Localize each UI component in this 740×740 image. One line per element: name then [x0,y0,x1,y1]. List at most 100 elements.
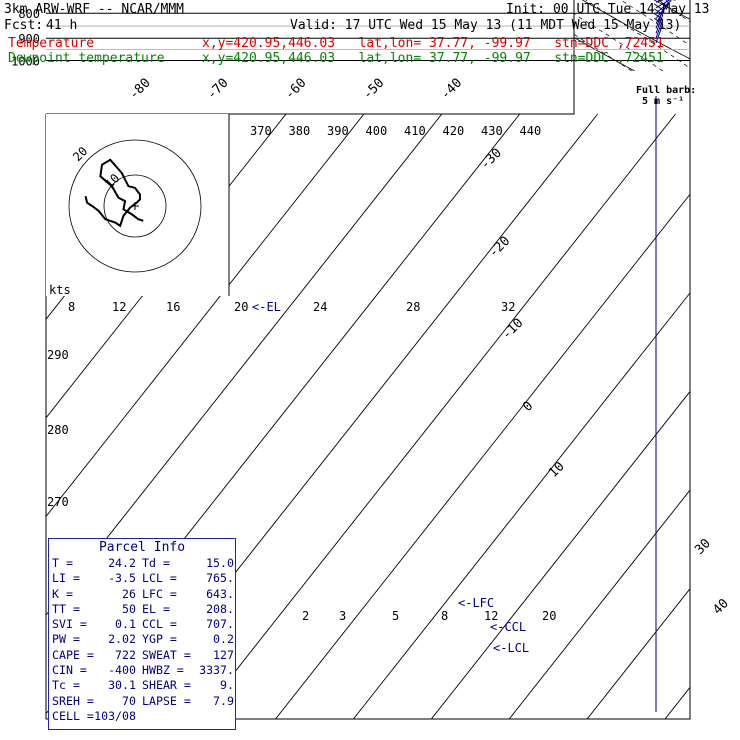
isotherm-label: -70 [204,76,231,103]
parcel-key [140,709,190,724]
fcst-label: Fcst: [4,18,44,33]
wind-barb-feather [654,3,664,11]
parcel-info-title: Parcel Info [98,540,186,555]
dewpoint-location-info: x,y=420.95,446.03 lat,lon= 37.77, -99.97… [202,51,664,66]
pressure-label: 1000 [11,55,40,69]
isotherm [508,113,690,720]
parcel-value: 707. [206,617,234,632]
parcel-key: K = [52,586,73,601]
parcel-key: SHEAR = [142,678,191,693]
mixing-ratio-label: 12 [484,609,498,623]
diagram-frame [45,0,691,720]
wind-barb-feather [654,13,664,20]
parcel-key: LI = [52,571,80,586]
parcel-value [190,709,234,724]
parcel-value: 30.1 [108,678,136,693]
theta-label: 410 [404,124,426,138]
hodograph-trace [84,158,144,228]
parcel-key: Td = [142,556,170,570]
wind-barb-shaft [655,19,664,39]
level-marker-el: <-EL [252,300,281,314]
level-marker-lcl: <-LCL [493,641,529,655]
isotherm-label: 30 [692,536,714,558]
wind-barb-shaft [655,9,664,29]
parcel-info-rows: T = 24.2 Td = 15.0 LI = -3.5 LCL = 765. K = 26 LFC… [49,556,235,724]
parcel-key: SREH = [52,693,94,708]
hodo-speed-label: 16 [166,300,180,314]
parcel-key: HWBZ = [142,663,184,678]
wind-barbs [654,0,677,712]
parcel-value: 0.2 [213,632,234,647]
moist-adiabat [306,0,690,72]
parcel-key: Tc = [52,678,80,693]
parcel-key: YGP = [142,632,177,647]
hodo-speed-label: 20 [234,300,248,314]
mixing-ratio-label: 5 [392,609,399,623]
parcel-key: CIN = [52,663,87,678]
parcel-value: 24.2 [108,556,136,570]
theta-label: 290 [47,348,69,362]
isotherm [197,113,676,720]
wind-barb-feather [654,17,664,25]
theta-label: 430 [481,124,503,138]
hodograph-background [46,114,229,296]
theta-label: 440 [520,124,542,138]
isotherm-label: -60 [282,76,309,103]
isotherm-label: -50 [360,76,387,103]
parcel-value: 103/08 [94,708,136,723]
parcel-value: -3.5 [108,571,136,586]
wind-barb [654,3,664,29]
init-time: Init: 00 UTC Tue 14 May 13 [506,2,710,17]
parcel-info-row: CIN = -400 HWBZ = 3337. [49,663,235,678]
temperature-location-info: x,y=420.95,446.03 lat,lon= 37.77, -99.97… [202,36,664,51]
parcel-key: PW = [52,632,80,647]
parcel-info-row: SREH = 70 LAPSE = 7.9 [49,694,235,709]
parcel-key: LAPSE = [142,693,191,708]
moist-adiabat [282,0,632,72]
isotherm-label: 10 [546,459,568,481]
isotherm [275,113,690,720]
grid-labels: 1002003004005006007008009001000-80-70-60… [11,7,732,623]
sounding-profiles: <-EL <-LFC <-CCL <-LCL [252,300,529,655]
temperature-legend: Temperature [8,36,95,51]
parcel-value: 643. [206,586,234,601]
wind-barb [654,13,664,39]
parcel-key: CAPE = [52,647,94,662]
wind-barb-feather [665,0,670,4]
fcst-value: 41 h [46,18,78,33]
wind-barb [654,8,664,34]
parcel-value: 127 [213,647,234,662]
pressure-label: 800 [18,7,40,21]
isotherm-label: -20 [486,234,513,261]
moist-adiabat [318,0,690,72]
moist-adiabat [294,0,664,72]
valid-time: Valid: 17 UTC Wed 15 May 13 (11 MDT Wed … [290,18,682,33]
pressure-label: 900 [18,32,40,46]
wind-barb-shaft [655,14,664,34]
parcel-info-row: SVI = 0.1 CCL = 707. [49,617,235,632]
level-marker-ccl: <-CCL [490,620,526,634]
dewpoint-legend: Dewpoint temperature [8,51,165,66]
parcel-value: 9. [220,678,234,693]
isotherm-label: -10 [499,316,526,343]
dry-adiabat [708,0,740,71]
isotherm [586,113,690,720]
isotherm-label: 0 [520,399,536,415]
parcel-value: 722 [115,647,136,662]
parcel-key: T = [52,556,73,570]
theta-label: 380 [289,124,311,138]
parcel-key: CELL = [52,708,94,723]
wind-barb [654,17,664,44]
parcel-key: TT = [52,601,80,616]
parcel-info-row: T = 24.2 Td = 15.0 [49,556,235,571]
parcel-key: LFC = [142,586,177,601]
hodograph-ring-20 [68,139,202,273]
parcel-value: 0.1 [115,617,136,632]
dry-adiabat [102,0,690,72]
parcel-key: SVI = [52,617,87,632]
parcel-info-row: CELL = 103/08 [49,709,235,724]
wind-barb-feather [658,0,667,7]
parcel-key: LCL = [142,571,177,586]
parcel-info-row: TT = 50 EL = 208. [49,602,235,617]
